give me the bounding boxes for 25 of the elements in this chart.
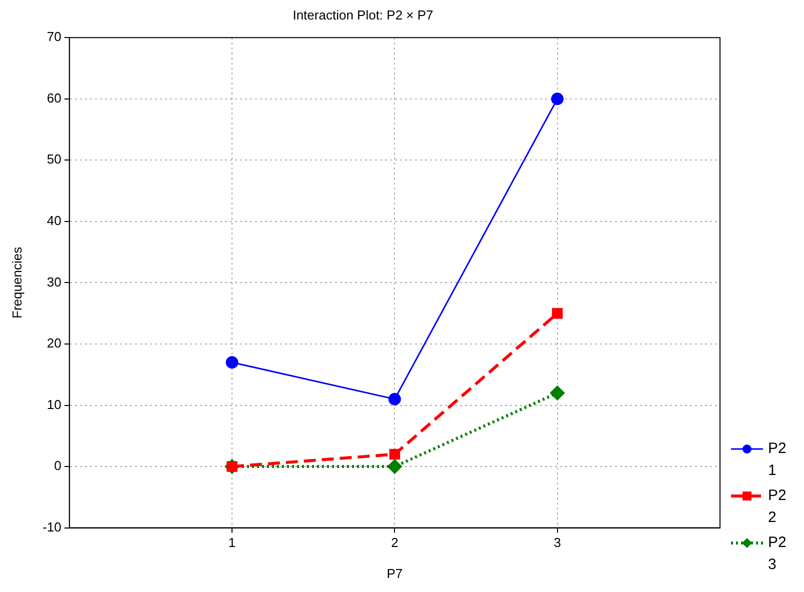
legend-label: P2 2 [768, 486, 788, 528]
point [226, 356, 238, 369]
y-tick-label: 70 [46, 29, 62, 44]
point [550, 386, 564, 400]
y-axis-title: Frequencies [9, 246, 24, 318]
y-tick-label: 30 [46, 274, 62, 290]
x-tick-label: 2 [391, 535, 398, 550]
x-axis-title: P7 [386, 566, 403, 581]
point [551, 92, 564, 106]
legend-label: P2 1 [768, 439, 788, 481]
y-tick-label: 40 [46, 213, 62, 228]
x-tick-label: 1 [228, 535, 236, 550]
point [388, 460, 402, 474]
y-tick-label: 0 [54, 458, 62, 474]
point [389, 448, 400, 460]
y-tick-label: 60 [46, 90, 62, 106]
x-tick-label: 3 [554, 535, 561, 550]
y-tick-label: 20 [46, 336, 62, 351]
chart-title: Interaction Plot: P2 × P7 [292, 7, 434, 22]
legend-label: P2 3 [768, 533, 788, 575]
y-tick-label: -10 [42, 519, 62, 534]
y-tick-label: 10 [46, 396, 62, 412]
point [388, 392, 401, 406]
point [552, 308, 563, 319]
y-tick-label: 50 [46, 152, 62, 167]
